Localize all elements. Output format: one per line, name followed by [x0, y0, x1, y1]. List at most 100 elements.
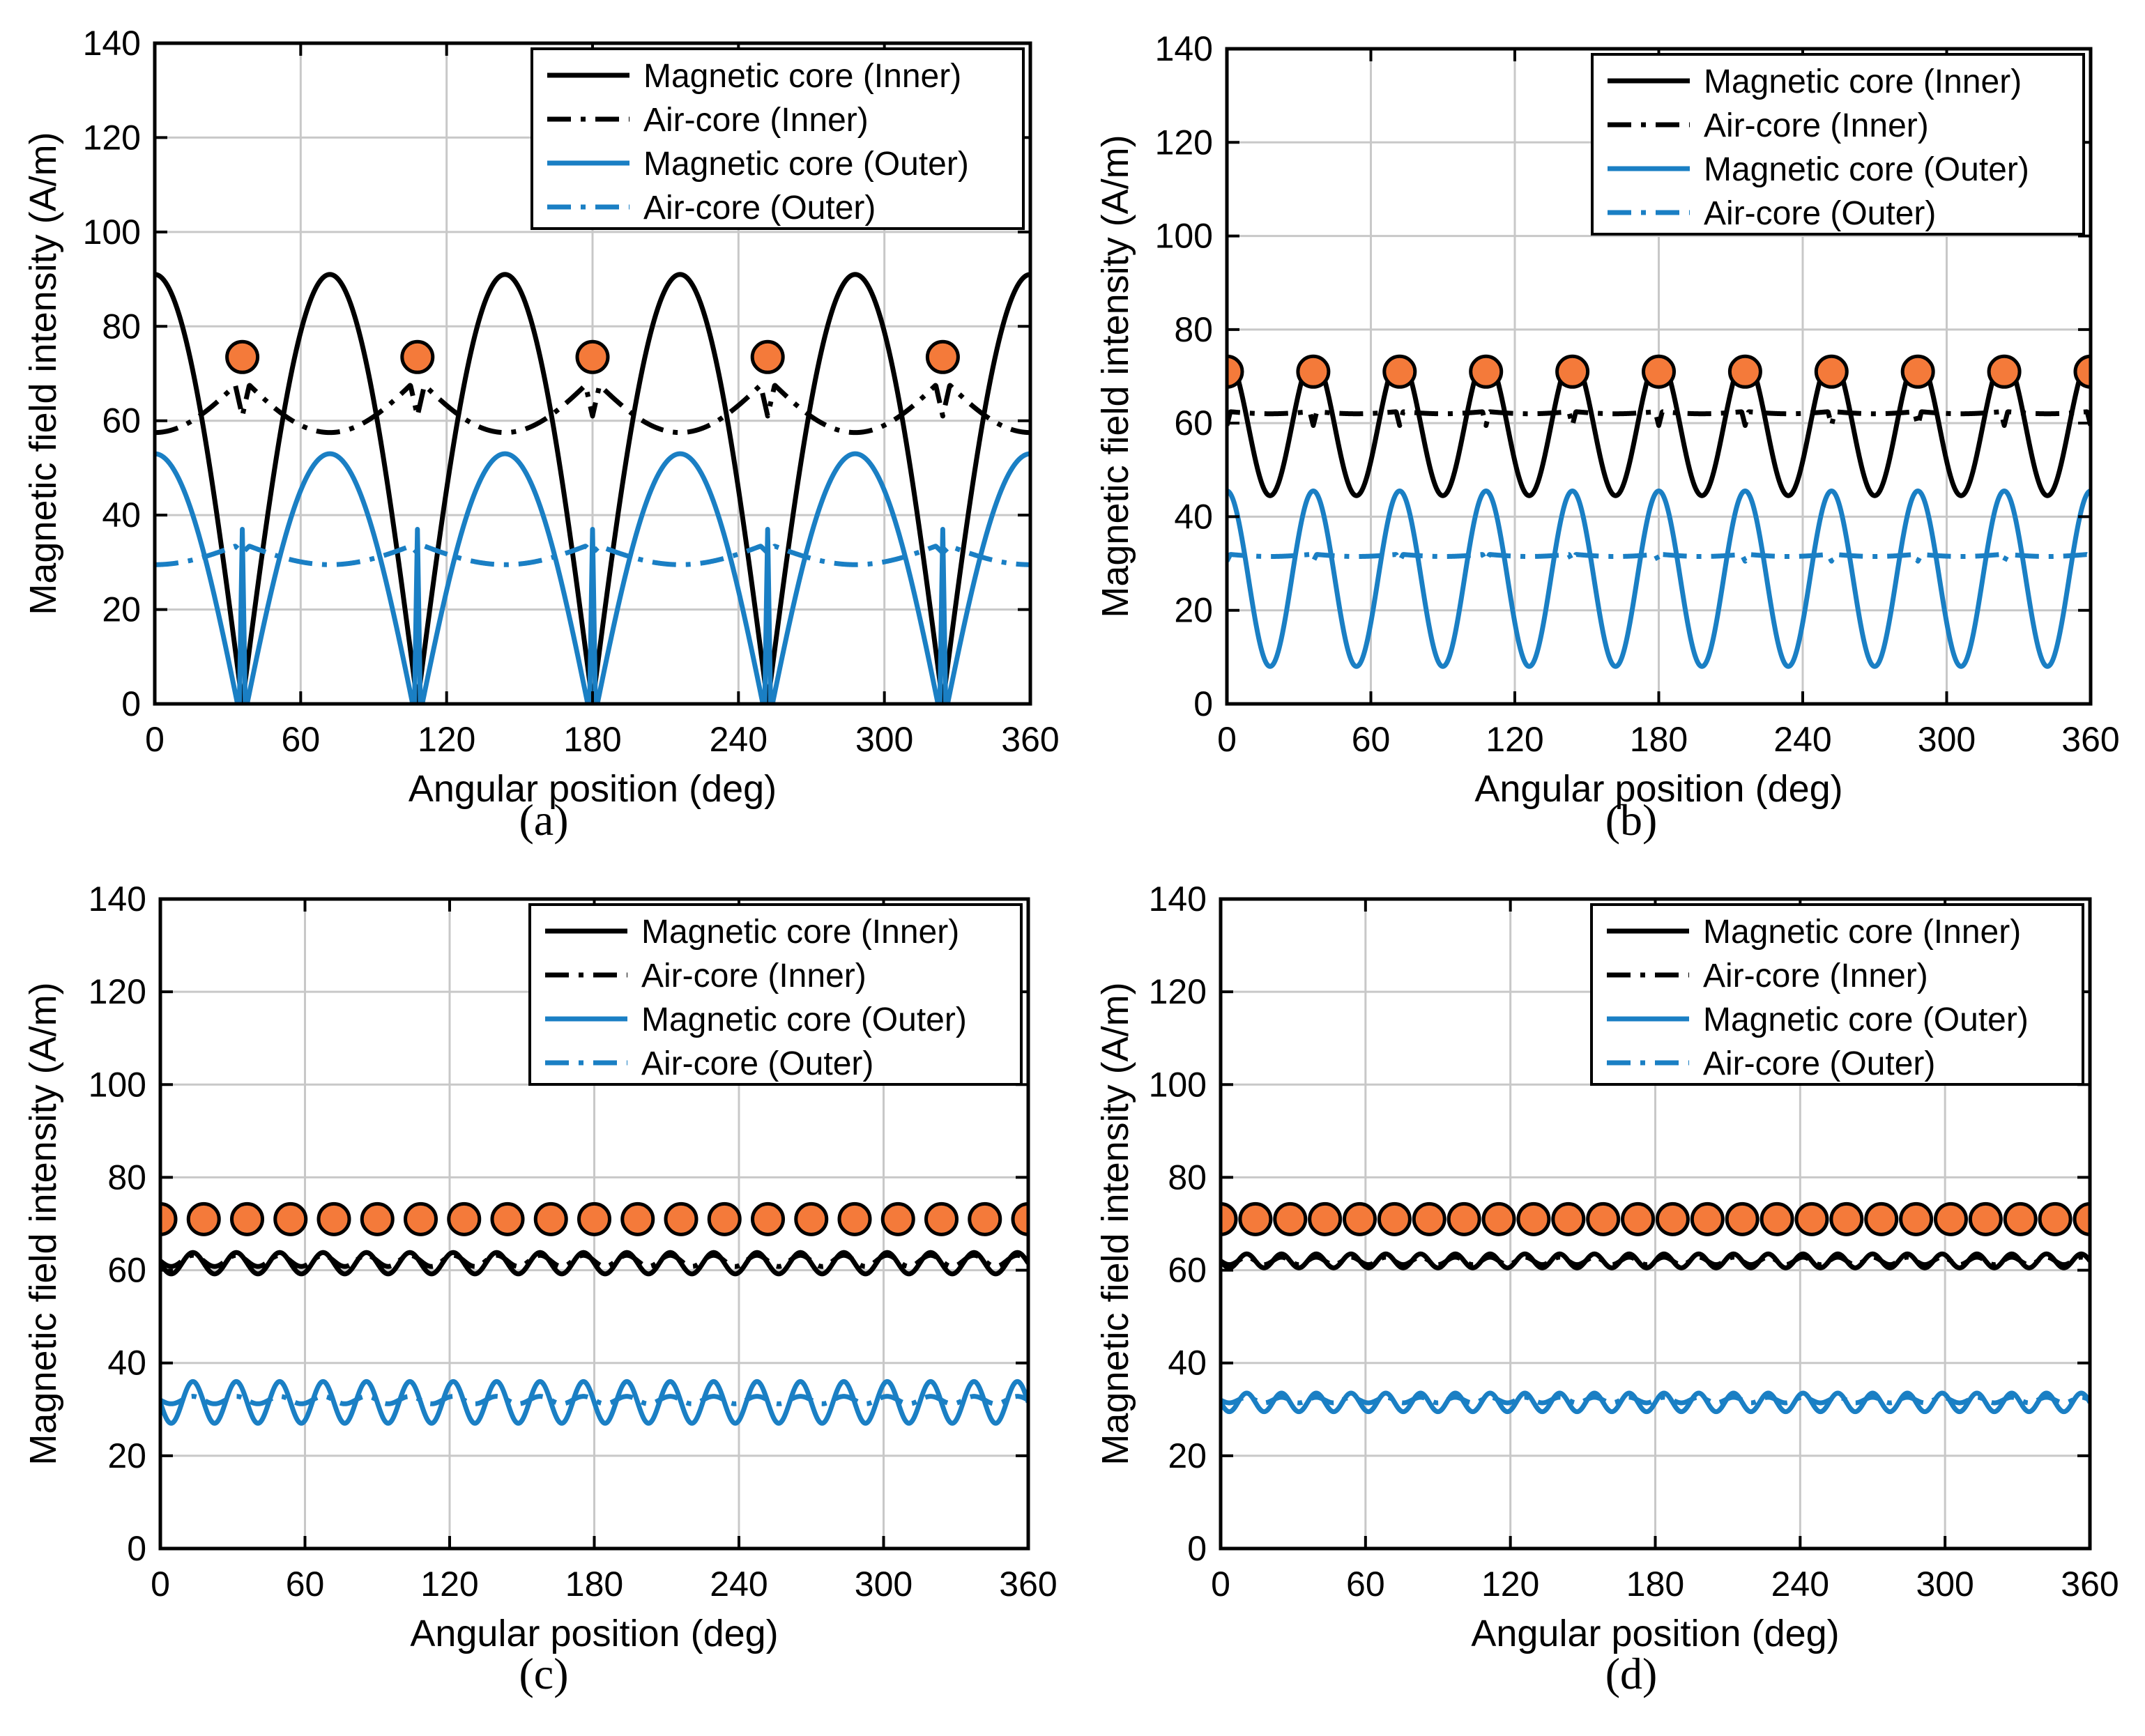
- y-tick-label: 20: [1168, 1436, 1207, 1475]
- x-tick-label: 60: [1352, 720, 1391, 759]
- legend-label: Magnetic core (Inner): [641, 914, 959, 951]
- coil-marker: [1642, 354, 1676, 389]
- caption-a: (a): [519, 795, 569, 845]
- legend-label: Magnetic core (Inner): [643, 58, 961, 95]
- x-tick-label: 240: [1773, 720, 1831, 759]
- series-line-2: [1227, 409, 2091, 428]
- y-tick-label: 120: [83, 118, 141, 157]
- coil-marker: [1469, 354, 1504, 389]
- coil-marker: [968, 1201, 1002, 1236]
- coil-marker: [880, 1201, 915, 1236]
- legend-label: Air-core (Inner): [1703, 958, 1928, 994]
- markers-a: [225, 339, 960, 374]
- x-tick-label: 180: [563, 720, 621, 759]
- coil-marker: [1829, 1201, 1864, 1236]
- coil-marker: [664, 1201, 699, 1236]
- coil-marker: [1899, 1201, 1934, 1236]
- y-tick-label: 60: [107, 1251, 146, 1290]
- caption-c: (c): [519, 1649, 569, 1698]
- series-line-4: [155, 544, 1030, 567]
- coil-marker: [1446, 1201, 1481, 1236]
- chart-panel-a: 0 60 120 180 240 300 360 0 20 40 60 80 100 120 140 Angu…: [0, 0, 1072, 857]
- y-tick-label: 0: [127, 1529, 146, 1568]
- y-tick-label: 40: [1174, 497, 1213, 536]
- x-tick-label: 300: [1916, 1565, 1974, 1604]
- coil-marker: [1551, 1201, 1586, 1236]
- y-tick-label: 120: [1149, 972, 1207, 1011]
- legend-label: Magnetic core (Outer): [643, 146, 969, 183]
- series-line-1: [155, 272, 1030, 704]
- x-tick-label: 240: [1771, 1565, 1829, 1604]
- coil-marker: [1864, 1201, 1899, 1236]
- coil-marker: [1987, 354, 2022, 389]
- series-line-4: [1227, 552, 2091, 564]
- legend-c: Magnetic core (Inner) Air-core (Inner) Mag…: [528, 903, 1023, 1086]
- coil-marker: [1221, 1201, 1238, 1236]
- y-axis-label: Magnetic field intensity (A/m): [22, 982, 64, 1465]
- y-tick-label: 100: [83, 213, 141, 252]
- y-tick-label: 40: [107, 1344, 146, 1383]
- series-group-d: [1221, 1251, 2090, 1415]
- y-tick-label: 80: [107, 1158, 146, 1197]
- coil-marker: [1727, 354, 1762, 389]
- legend-label: Magnetic core (Inner): [1703, 914, 2021, 951]
- x-tick-label: 180: [1630, 720, 1688, 759]
- x-tick-label: 60: [282, 720, 321, 759]
- x-tick-label: 300: [855, 1565, 913, 1604]
- x-tick-label: 120: [1486, 720, 1543, 759]
- y-axis-label: Magnetic field intensity (A/m): [1094, 982, 1136, 1465]
- y-tick-label: 80: [1168, 1158, 1207, 1197]
- coil-marker: [2003, 1201, 2038, 1236]
- series-line-3: [160, 1378, 1028, 1426]
- chart-panel-d: 0 60 120 180 240 300 360 0 20 40 60 80 100 120 140 Angu…: [1072, 857, 2145, 1736]
- y-tick-label: 80: [1174, 310, 1213, 349]
- y-tick-label: 100: [1149, 1065, 1207, 1104]
- legend-a: Magnetic core (Inner) Air-core (Inner) Mag…: [530, 47, 1025, 230]
- x-tick-label: 360: [2061, 720, 2119, 759]
- coil-marker: [1412, 1201, 1446, 1236]
- series-line-3: [1227, 489, 2091, 669]
- coil-marker: [186, 1201, 221, 1236]
- y-tick-label: 140: [1149, 879, 1207, 919]
- chart-panel-b: 0 60 120 180 240 300 360 0 20 40 60 80 100 120 140 Angu…: [1072, 0, 2145, 857]
- x-tick-label: 0: [1211, 1565, 1230, 1604]
- coil-marker: [490, 1201, 525, 1236]
- coil-marker: [925, 339, 960, 374]
- coil-marker: [1814, 354, 1849, 389]
- coil-marker: [400, 339, 435, 374]
- coil-marker: [924, 1201, 959, 1236]
- x-tick-label: 120: [420, 1565, 478, 1604]
- coil-marker: [1555, 354, 1590, 389]
- coil-marker: [225, 339, 260, 374]
- legend-label: Air-core (Inner): [641, 958, 867, 994]
- y-tick-label: 40: [102, 496, 141, 535]
- legend-label: Air-core (Outer): [641, 1045, 873, 1082]
- coil-marker: [837, 1201, 872, 1236]
- x-tick-label: 120: [418, 720, 475, 759]
- coil-marker: [1690, 1201, 1725, 1236]
- coil-marker: [1308, 1201, 1343, 1236]
- coil-marker: [1273, 1201, 1308, 1236]
- coil-marker: [1655, 1201, 1690, 1236]
- coil-marker: [1227, 354, 1244, 389]
- coil-marker: [577, 1201, 611, 1236]
- x-tick-label: 120: [1481, 1565, 1539, 1604]
- coil-marker: [1377, 1201, 1412, 1236]
- coil-marker: [1382, 354, 1417, 389]
- y-tick-label: 80: [102, 307, 141, 346]
- coil-marker: [1621, 1201, 1656, 1236]
- coil-marker: [533, 1201, 568, 1236]
- x-tick-label: 240: [710, 720, 768, 759]
- coil-marker: [2073, 1201, 2090, 1236]
- x-tick-label: 180: [565, 1565, 623, 1604]
- series-line-3: [1221, 1390, 2090, 1415]
- caption-b: (b): [1605, 795, 1658, 845]
- y-tick-label: 100: [89, 1065, 146, 1104]
- x-tick-label: 300: [1918, 720, 1976, 759]
- y-tick-label: 60: [102, 401, 141, 440]
- y-tick-label: 20: [1174, 591, 1213, 630]
- legend-label: Magnetic core (Inner): [1704, 63, 2022, 100]
- coil-marker: [1516, 1201, 1551, 1236]
- series-line-2: [160, 1252, 1028, 1269]
- coil-marker: [404, 1201, 438, 1236]
